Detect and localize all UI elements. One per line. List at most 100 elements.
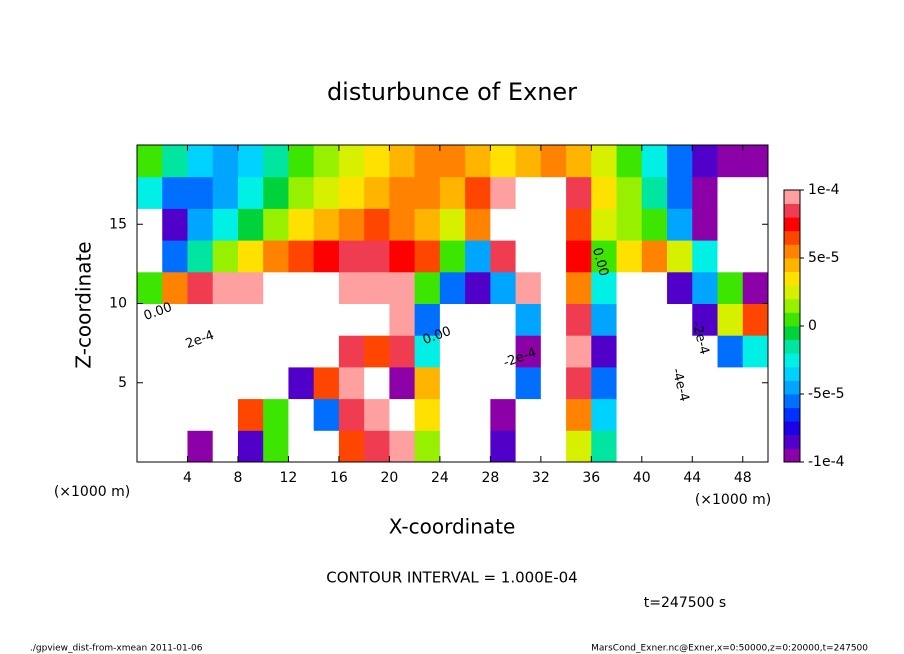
heatmap-cell bbox=[742, 430, 769, 463]
heatmap-cell bbox=[490, 335, 517, 368]
heatmap-cell bbox=[187, 176, 214, 209]
heatmap-cell bbox=[591, 145, 618, 178]
heatmap-cell bbox=[566, 430, 592, 463]
heatmap-cell bbox=[540, 176, 567, 209]
heatmap-cell bbox=[439, 398, 466, 431]
heatmap-cell bbox=[137, 430, 163, 463]
heatmap-cell bbox=[212, 240, 239, 273]
heatmap-cell bbox=[616, 208, 643, 241]
heatmap-cell bbox=[263, 430, 289, 463]
heatmap-cell bbox=[263, 366, 289, 400]
heatmap-cell bbox=[465, 366, 491, 400]
heatmap-cell bbox=[591, 398, 618, 431]
heatmap-cell bbox=[137, 271, 163, 304]
heatmap-cell bbox=[717, 303, 744, 336]
heatmap-cell bbox=[162, 176, 188, 209]
heatmap-cell bbox=[465, 430, 491, 463]
heatmap-cell bbox=[490, 398, 517, 431]
heatmap-cell bbox=[616, 271, 643, 304]
heatmap-cell bbox=[566, 176, 592, 209]
heatmap-cell bbox=[288, 145, 315, 178]
heatmap-cell bbox=[137, 145, 163, 178]
heatmap-cell bbox=[288, 271, 315, 304]
heatmap-cell bbox=[465, 271, 491, 304]
heatmap-cell bbox=[540, 240, 567, 273]
heatmap-cell bbox=[667, 145, 693, 178]
heatmap-cell bbox=[641, 366, 668, 400]
colorbar-band bbox=[784, 285, 800, 300]
heatmap-cell bbox=[540, 303, 567, 336]
heatmap-cell bbox=[667, 335, 693, 368]
heatmap-cell bbox=[313, 335, 340, 368]
heatmap-cell bbox=[515, 398, 542, 431]
heatmap-cell bbox=[641, 145, 668, 178]
heatmap-cell bbox=[237, 303, 264, 336]
heatmap-cell bbox=[212, 145, 239, 178]
heatmap-cell bbox=[566, 335, 592, 368]
heatmap-cell bbox=[439, 271, 466, 304]
heatmap-cell bbox=[187, 303, 214, 336]
colorbar-band bbox=[784, 271, 800, 286]
heatmap-cell bbox=[212, 398, 239, 431]
colorbar-band bbox=[784, 448, 800, 463]
heatmap-cell bbox=[414, 335, 441, 368]
heatmap-cell bbox=[389, 145, 416, 178]
heatmap-cell bbox=[162, 145, 188, 178]
heatmap-cell bbox=[338, 430, 365, 463]
heatmap-cell bbox=[364, 303, 390, 336]
heatmap-cell bbox=[338, 240, 365, 273]
heatmap-cell bbox=[566, 271, 592, 304]
heatmap-cell bbox=[313, 303, 340, 336]
heatmap-cell bbox=[389, 303, 416, 336]
colorbar-tick-label: -1e-4 bbox=[808, 454, 845, 470]
colorbar-band bbox=[784, 394, 800, 408]
heatmap-cell bbox=[540, 430, 567, 463]
heatmap-cell bbox=[540, 335, 567, 368]
heatmap-cell bbox=[439, 145, 466, 178]
heatmap-cell bbox=[137, 240, 163, 273]
heatmap-cell bbox=[162, 430, 188, 463]
x-axis-title: X-coordinate bbox=[389, 515, 516, 539]
heatmap-cell bbox=[465, 303, 491, 336]
heatmap-cell bbox=[742, 398, 769, 431]
heatmap-cell bbox=[187, 335, 214, 368]
colorbar-band bbox=[784, 230, 800, 245]
heatmap-cell bbox=[414, 303, 441, 336]
heatmap-cell bbox=[439, 430, 466, 463]
heatmap-cell bbox=[717, 240, 744, 273]
heatmap-cell bbox=[465, 240, 491, 273]
heatmap-cell bbox=[616, 145, 643, 178]
heatmap-cell bbox=[692, 208, 719, 241]
y-tick-label: 15 bbox=[109, 216, 127, 232]
heatmap-cell bbox=[338, 271, 365, 304]
heatmap-cell bbox=[566, 240, 592, 273]
heatmap-cell bbox=[237, 430, 264, 463]
heatmap-cell bbox=[515, 303, 542, 336]
heatmap-cell bbox=[338, 335, 365, 368]
colorbar-tick-label: 1e-4 bbox=[808, 182, 840, 198]
heatmap-cell bbox=[465, 398, 491, 431]
heatmap-cell bbox=[137, 176, 163, 209]
heatmap-cell bbox=[566, 303, 592, 336]
heatmap-cell bbox=[717, 335, 744, 368]
heatmap-cell bbox=[288, 208, 315, 241]
heatmap-cell bbox=[137, 303, 163, 336]
y-tick-label: 5 bbox=[118, 375, 127, 391]
heatmap-cell bbox=[288, 176, 315, 209]
x-tick-label: 12 bbox=[280, 470, 298, 486]
heatmap-cell bbox=[540, 271, 567, 304]
heatmap-cell bbox=[364, 335, 390, 368]
colorbar-band bbox=[784, 258, 800, 272]
x-tick-label: 28 bbox=[481, 470, 499, 486]
heatmap-cell bbox=[288, 240, 315, 273]
heatmap-cell bbox=[742, 303, 769, 336]
heatmap-cell bbox=[439, 366, 466, 400]
chart-title: disturbunce of Exner bbox=[327, 78, 577, 106]
heatmap-cell bbox=[742, 335, 769, 368]
heatmap-cell bbox=[414, 430, 441, 463]
heatmap-cell bbox=[313, 271, 340, 304]
colorbar-band bbox=[784, 434, 800, 449]
heatmap-cell bbox=[364, 430, 390, 463]
heatmap-cell bbox=[490, 176, 517, 209]
heatmap-cell bbox=[692, 430, 719, 463]
